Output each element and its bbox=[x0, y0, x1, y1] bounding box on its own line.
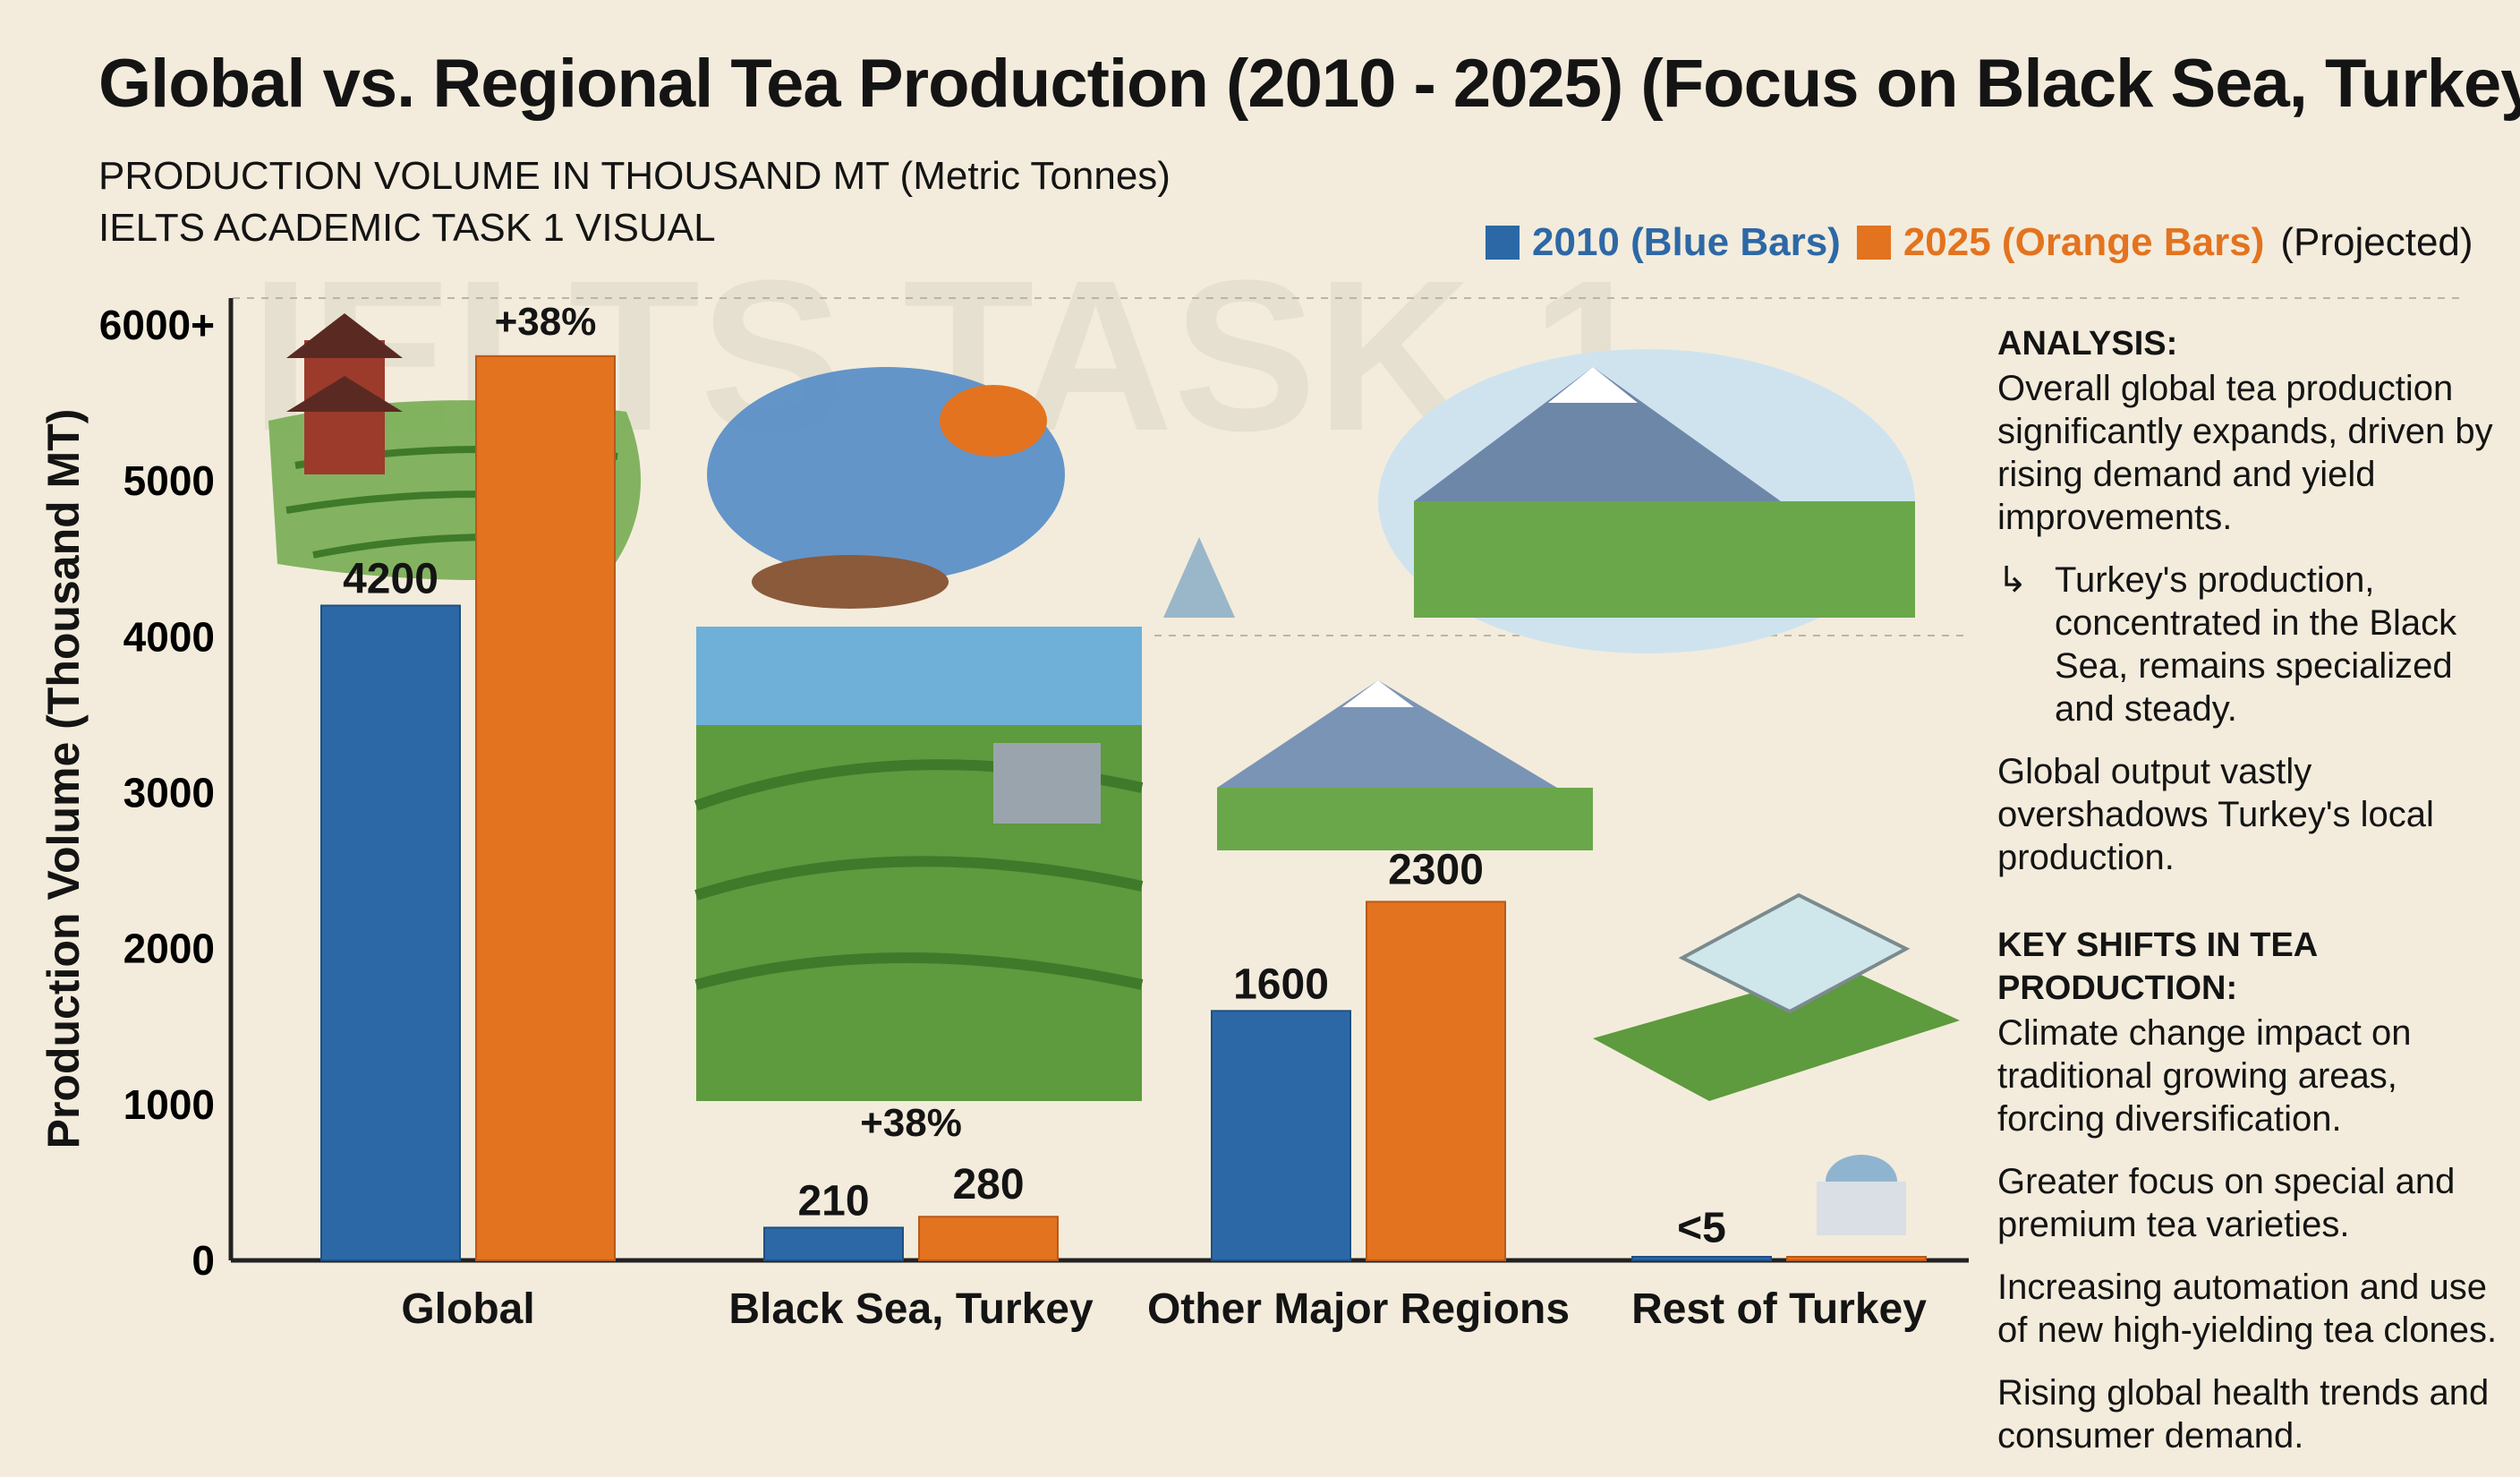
analysis-paragraph-1: Overall global tea production significan… bbox=[1997, 369, 2493, 537]
key-shifts-heading: KEY SHIFTS IN TEA PRODUCTION: bbox=[1997, 926, 2317, 1007]
legend-projected-note: (Projected) bbox=[2280, 220, 2473, 264]
analysis-paragraph-3: Global output vastly overshadows Turkey'… bbox=[1997, 752, 2434, 877]
y-tick-label: 6000+ bbox=[99, 302, 215, 348]
chart-subtitle: PRODUCTION VOLUME IN THOUSAND MT (Metric… bbox=[98, 150, 1171, 254]
black-sea-tea-harvest-illustration bbox=[694, 627, 1144, 1101]
change-label: +38% bbox=[495, 300, 597, 344]
analysis-panel: ANALYSIS: Overall global tea production … bbox=[1997, 322, 2499, 1477]
data-label-2025: 2300 bbox=[1388, 846, 1484, 893]
y-tick-label: 1000 bbox=[123, 1081, 215, 1128]
data-label-2010: <5 bbox=[1677, 1204, 1726, 1251]
key-shift-item: Climate change impact on traditional gro… bbox=[1997, 1013, 2412, 1139]
y-tick-label: 0 bbox=[192, 1237, 215, 1284]
y-tick-label: 2000 bbox=[123, 926, 215, 972]
legend-swatch-2025 bbox=[1856, 226, 1891, 260]
world-map-teapot-illustration bbox=[707, 367, 1065, 609]
data-label-2010: 210 bbox=[797, 1177, 869, 1225]
subtitle-line-2: IELTS ACADEMIC TASK 1 VISUAL bbox=[98, 206, 716, 250]
y-tick-label: 5000 bbox=[123, 457, 215, 504]
data-label-2010: 1600 bbox=[1233, 960, 1329, 1008]
data-label-2025: 280 bbox=[952, 1161, 1024, 1208]
y-tick-label: 3000 bbox=[123, 770, 215, 816]
elephants-kilimanjaro-illustration bbox=[1217, 680, 1593, 850]
x-category-label: Black Sea, Turkey bbox=[728, 1285, 1094, 1333]
bar-2025 bbox=[1366, 901, 1506, 1262]
analysis-heading: ANALYSIS: bbox=[1997, 325, 2178, 363]
legend-label-2025: 2025 (Orange Bars) bbox=[1903, 220, 2265, 264]
bar-2025 bbox=[1786, 1256, 1927, 1261]
legend-swatch-2010 bbox=[1486, 226, 1520, 260]
bar-2025 bbox=[475, 354, 616, 1262]
bar-2010 bbox=[1631, 1256, 1772, 1261]
subtitle-line-1: PRODUCTION VOLUME IN THOUSAND MT (Metric… bbox=[98, 154, 1171, 198]
analysis-paragraph-2: Turkey's production, concentrated in the… bbox=[2055, 560, 2457, 729]
change-label: +38% bbox=[860, 1101, 962, 1145]
bar-2025 bbox=[918, 1216, 1059, 1261]
mountain-wildlife-illustration bbox=[1163, 349, 1915, 653]
key-shift-item: Increasing automation and use of new hig… bbox=[1997, 1268, 2498, 1350]
x-category-label: Rest of Turkey bbox=[1631, 1285, 1927, 1333]
y-tick-label: 4000 bbox=[123, 613, 215, 660]
bar-2010 bbox=[320, 604, 461, 1261]
legend-item-2025: 2025 (Orange Bars) bbox=[1856, 220, 2265, 265]
bar-2010 bbox=[763, 1226, 904, 1262]
x-category-label: Global bbox=[401, 1285, 534, 1333]
key-shift-item: Rising global health trends and consumer… bbox=[1997, 1373, 2490, 1456]
curved-arrow-icon: ↳ bbox=[1997, 560, 2028, 600]
data-label-2010: 4200 bbox=[343, 556, 438, 603]
greenhouse-illustration bbox=[1593, 892, 1960, 1101]
y-axis-title: Production Volume (Thousand MT) bbox=[38, 409, 89, 1149]
legend-item-2010: 2010 (Blue Bars) bbox=[1486, 220, 1841, 265]
mosque-illustration bbox=[1817, 1155, 1906, 1235]
key-shift-item: Greater focus on special and premium tea… bbox=[1997, 1162, 2456, 1244]
chart-title: Global vs. Regional Tea Production (2010… bbox=[98, 46, 2520, 122]
bar-2010 bbox=[1211, 1010, 1351, 1262]
legend-label-2010: 2010 (Blue Bars) bbox=[1532, 220, 1841, 264]
x-category-label: Other Major Regions bbox=[1147, 1285, 1570, 1333]
bar-chart: IELTS TASK 1 bbox=[38, 235, 2461, 1333]
analysis-arrow-point: ↳ Turkey's production, concentrated in t… bbox=[1997, 559, 2499, 730]
chart-legend: 2010 (Blue Bars) 2025 (Orange Bars) (Pro… bbox=[1486, 220, 2473, 265]
